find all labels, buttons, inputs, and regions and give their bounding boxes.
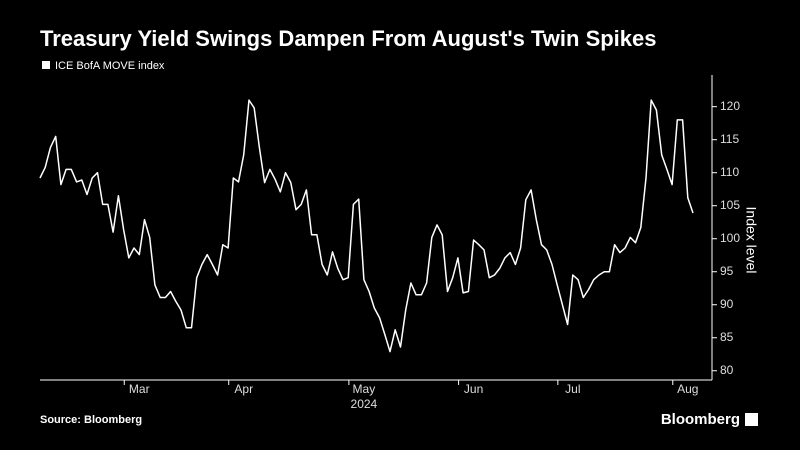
source: Source: Bloomberg (40, 414, 142, 426)
x-tick-label: Jul (565, 382, 580, 396)
legend-label: ICE BofA MOVE index (55, 60, 165, 72)
y-tick-label: 100 (720, 231, 740, 245)
y-tick-label: 120 (720, 99, 740, 113)
chart-title: Treasury Yield Swings Dampen From August… (40, 26, 657, 51)
x-tick-label: Aug (677, 382, 698, 396)
x-tick-label: Apr (234, 382, 253, 396)
y-tick-label: 105 (720, 198, 740, 212)
x-tick-label: Mar (129, 382, 150, 396)
y-tick-label: 115 (720, 132, 739, 146)
x-axis-label: 2024 (351, 397, 378, 411)
y-tick-label: 95 (720, 264, 734, 278)
y-tick-label: 90 (720, 297, 734, 311)
y-tick-label: 110 (720, 165, 739, 179)
brand: Bloomberg (661, 411, 740, 428)
y-axis-label: Index level (743, 207, 759, 274)
brand-icon (745, 413, 758, 426)
x-tick-label: May (353, 382, 376, 396)
series-line (39, 99, 694, 353)
y-tick-label: 85 (720, 330, 734, 344)
x-tick-label: Jun (464, 382, 483, 396)
legend-swatch (42, 61, 50, 69)
y-tick-label: 80 (720, 363, 734, 377)
